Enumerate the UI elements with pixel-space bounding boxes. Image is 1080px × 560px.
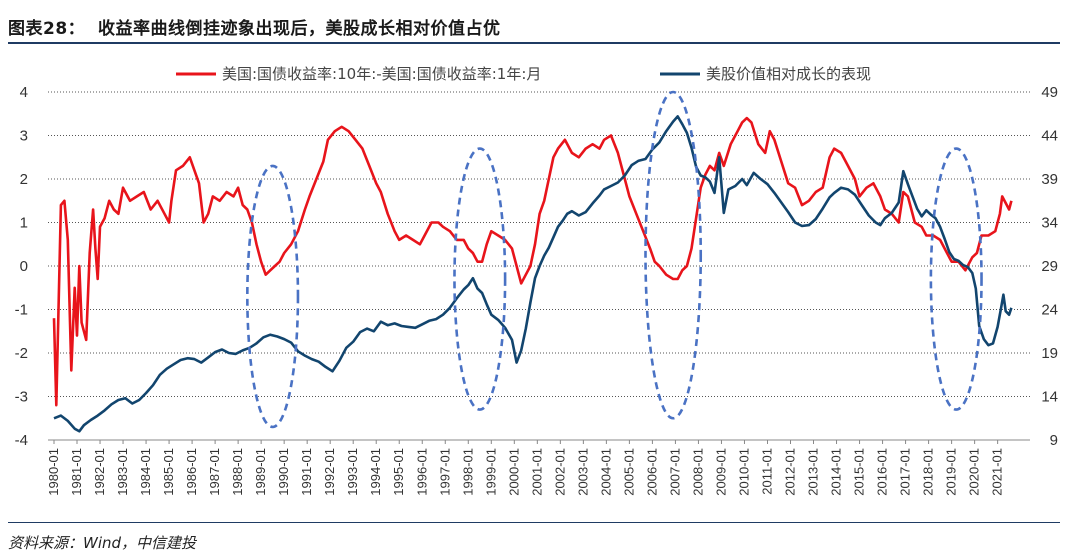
x-tick-label: 1992-01: [322, 448, 337, 496]
y-left-tick-label: -3: [15, 389, 28, 406]
x-tick-label: 2010-01: [736, 448, 751, 496]
line-chart: 4 3 2 1 0 -1 -2 -3 -4 49 44 39 34 29 24 19 14 9 1980-01 198…: [15, 65, 1058, 496]
x-tick-label: 2008-01: [690, 448, 705, 496]
x-tick-label: 1997-01: [437, 448, 452, 496]
x-tick-label: 2015-01: [852, 448, 867, 496]
y-right-tick-label: 49: [1041, 84, 1058, 101]
series-line-value-vs-growth: [53, 115, 1013, 433]
y-right-tick-label: 9: [1050, 432, 1058, 449]
x-tick-label: 2005-01: [621, 448, 636, 496]
legend-label: 美股价值相对成长的表现: [706, 65, 871, 83]
x-tick-label: 2021-01: [990, 448, 1005, 496]
y-left-tick-label: -1: [15, 302, 28, 319]
y-right-tick-label: 14: [1041, 389, 1058, 406]
x-tick-label: 1996-01: [414, 448, 429, 496]
y-right-tick-label: 19: [1041, 345, 1058, 362]
x-tick-label: 1986-01: [184, 448, 199, 496]
x-tick-label: 2006-01: [644, 448, 659, 496]
x-tick-label: 1995-01: [391, 448, 406, 496]
x-tick-label: 2013-01: [806, 448, 821, 496]
figure-title: 图表28： 收益率曲线倒挂迹象出现后，美股成长相对价值占优: [8, 19, 501, 39]
x-tick-label: 1993-01: [345, 448, 360, 496]
x-tick-label: 2020-01: [967, 448, 982, 496]
x-tick-label: 2007-01: [667, 448, 682, 496]
x-tick-label: 1981-01: [69, 448, 84, 496]
y-right-tick-label: 29: [1041, 258, 1058, 275]
x-tick-label: 2011-01: [759, 448, 774, 495]
x-tick-label: 1994-01: [368, 448, 383, 496]
x-tick-label: 2017-01: [898, 448, 913, 496]
x-tick-label: 1989-01: [253, 448, 268, 496]
x-tick-label: 2012-01: [783, 448, 798, 496]
x-tick-label: 1991-01: [299, 448, 314, 496]
y-left-tick-label: 4: [20, 84, 28, 101]
x-tick-label: 2009-01: [713, 448, 728, 496]
x-tick-label: 1980-01: [46, 448, 61, 496]
y-left-tick-label: 3: [20, 128, 28, 145]
x-tick-label: 1988-01: [230, 448, 245, 496]
x-tick-label: 2003-01: [575, 448, 590, 496]
series-line-yield-spread: [52, 116, 1013, 407]
highlight-ellipse: [453, 147, 507, 411]
x-tick-label: 2004-01: [598, 448, 613, 496]
x-tick-label: 1985-01: [161, 448, 176, 496]
highlight-ellipse: [644, 90, 703, 420]
x-tick-label: 1999-01: [483, 448, 498, 496]
source-note: 资料来源：Wind，中信建投: [8, 534, 197, 552]
x-tick-label: 1982-01: [92, 448, 107, 496]
legend-label: 美国:国债收益率:10年:-美国:国债收益率:1年:月: [222, 65, 541, 83]
x-tick-label: 2019-01: [944, 448, 959, 496]
footer-rule: [8, 522, 1060, 523]
x-tick-label: 2018-01: [921, 448, 936, 496]
x-tick-label: 2002-01: [552, 448, 567, 496]
x-tick-label: 1998-01: [460, 448, 475, 496]
x-tick-label: 1984-01: [138, 448, 153, 496]
y-right-tick-label: 44: [1041, 128, 1058, 145]
y-left-tick-label: 1: [20, 215, 28, 232]
x-tick-label: 1987-01: [207, 448, 222, 496]
title-rule: [8, 42, 1060, 44]
y-right-tick-label: 24: [1041, 302, 1058, 319]
x-tick-label: 1983-01: [115, 448, 130, 496]
highlight-ellipse: [929, 147, 983, 411]
x-tick-label: 2014-01: [829, 448, 844, 496]
x-tick-label: 2000-01: [506, 448, 521, 496]
y-left-tick-label: 2: [20, 171, 28, 188]
y-left-tick-label: -4: [15, 432, 28, 449]
y-left-tick-label: 0: [20, 258, 28, 275]
x-tick-label: 2016-01: [875, 448, 890, 496]
x-tick-label: 2001-01: [529, 448, 544, 496]
y-right-tick-label: 39: [1041, 171, 1058, 188]
x-tick-label: 1990-01: [276, 448, 291, 496]
y-right-tick-label: 34: [1041, 215, 1058, 232]
y-left-tick-label: -2: [15, 345, 28, 362]
highlight-ellipse: [246, 164, 300, 429]
